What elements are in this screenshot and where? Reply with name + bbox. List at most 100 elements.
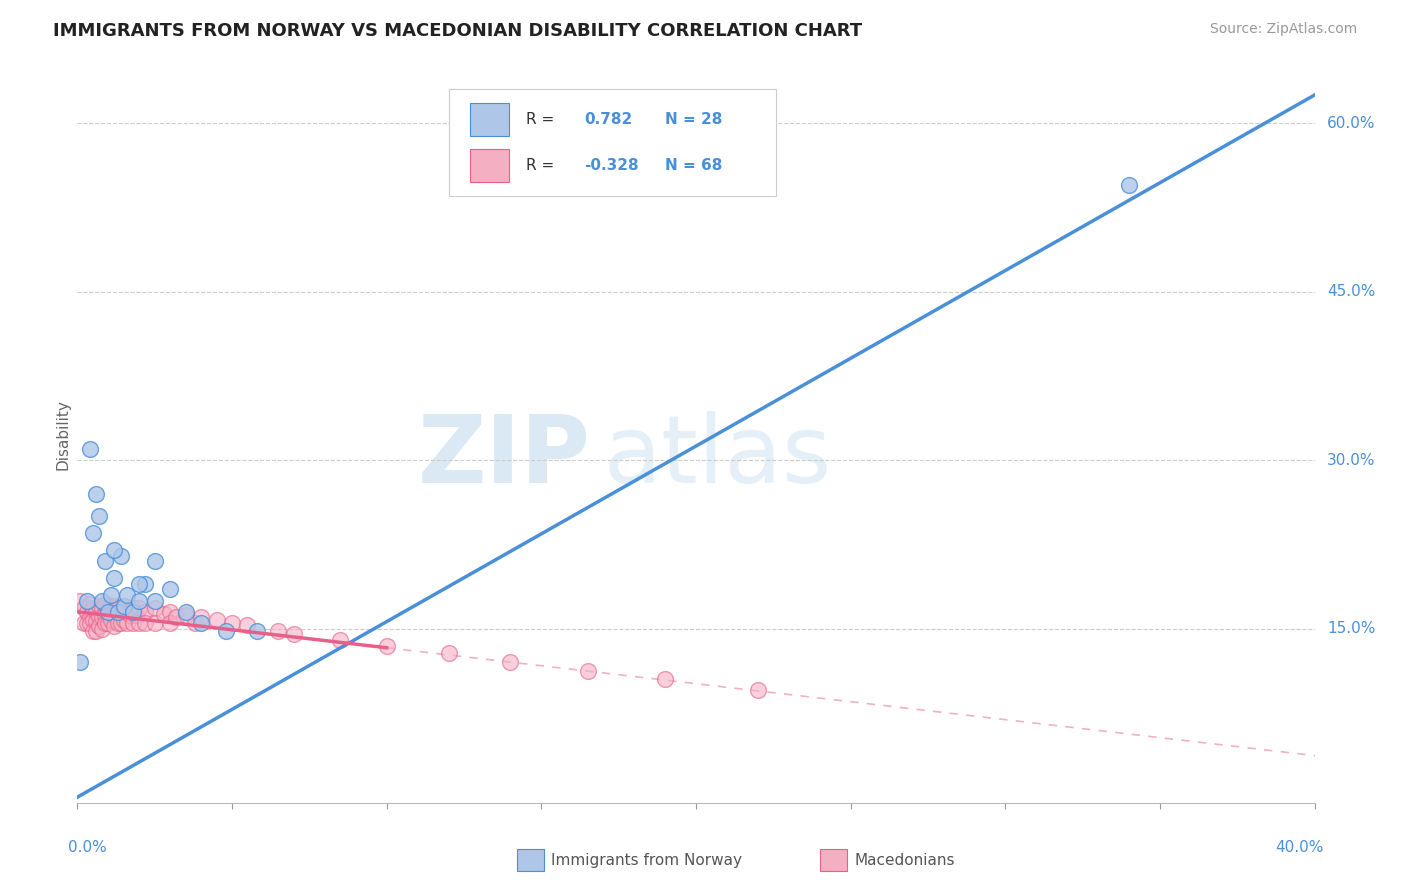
Point (375, 639, 398, 653)
Text: R =: R = (526, 112, 555, 127)
Text: -0.328: -0.328 (585, 158, 640, 173)
Text: R =: R = (526, 158, 555, 173)
Text: 15.0%: 15.0% (1327, 621, 1375, 636)
Point (122, 615, 145, 630)
Point (82, 601, 104, 615)
Text: atlas: atlas (603, 411, 831, 503)
Point (110, 605, 132, 619)
Point (87, 619, 110, 633)
Point (84, 614, 107, 628)
Point (499, 656, 522, 670)
Point (91, 593, 114, 607)
Point (79, 615, 101, 630)
Point (128, 593, 150, 607)
Point (115, 615, 138, 630)
Point (118, 608, 141, 623)
Point (143, 554, 166, 568)
Point (747, 683, 769, 698)
Text: 60.0%: 60.0% (1327, 116, 1375, 130)
Point (159, 605, 181, 619)
Point (87, 509, 110, 524)
Point (76, 605, 98, 619)
Point (79, 610, 101, 624)
Point (72, 601, 94, 615)
Point (82, 613, 104, 627)
Point (84, 624, 107, 638)
Point (267, 624, 290, 638)
Point (94, 608, 117, 623)
Point (97, 615, 120, 630)
Point (143, 615, 166, 630)
Point (97, 605, 120, 619)
Point (122, 601, 145, 615)
Point (128, 576, 150, 591)
Point (190, 615, 212, 630)
Point (87, 610, 110, 624)
Point (437, 646, 460, 660)
Point (103, 608, 125, 623)
Point (115, 605, 138, 619)
Point (215, 624, 238, 638)
Point (112, 601, 135, 615)
Bar (820, 849, 846, 871)
Point (329, 632, 352, 647)
Point (112, 599, 135, 614)
Point (79, 442, 101, 456)
Point (134, 576, 156, 591)
Point (143, 601, 166, 615)
Point (110, 549, 132, 563)
Point (94, 597, 117, 611)
Point (246, 624, 269, 638)
Point (174, 608, 197, 623)
Text: Immigrants from Norway: Immigrants from Norway (551, 853, 742, 868)
Point (82, 526, 104, 541)
Point (153, 607, 176, 621)
Point (103, 619, 125, 633)
Point (205, 613, 228, 627)
Point (91, 601, 114, 615)
Point (103, 543, 125, 558)
Point (128, 601, 150, 615)
Bar (516, 849, 544, 871)
Point (100, 599, 122, 614)
Point (100, 588, 122, 602)
Point (115, 588, 138, 602)
Point (84, 605, 107, 619)
Point (236, 618, 259, 632)
Y-axis label: Disability: Disability (55, 400, 70, 470)
Point (87, 599, 110, 614)
Point (84, 487, 107, 501)
Point (112, 613, 135, 627)
Text: N = 68: N = 68 (665, 158, 723, 173)
Point (174, 605, 197, 619)
Text: 0.782: 0.782 (585, 112, 633, 127)
Point (76, 593, 98, 607)
Text: ZIP: ZIP (418, 411, 591, 503)
Point (107, 601, 129, 615)
Text: 45.0%: 45.0% (1327, 285, 1375, 299)
Point (107, 615, 129, 630)
Point (82, 624, 104, 638)
Point (1118, 178, 1140, 192)
Point (72, 615, 94, 630)
Point (69, 593, 91, 607)
Point (91, 622, 114, 636)
Point (110, 615, 132, 630)
Bar (470, 103, 509, 136)
Point (190, 610, 212, 624)
Point (125, 608, 148, 623)
Point (128, 615, 150, 630)
Point (576, 665, 599, 679)
Point (143, 593, 166, 607)
FancyBboxPatch shape (449, 89, 776, 195)
Point (654, 672, 676, 686)
Point (221, 615, 243, 630)
Point (94, 615, 117, 630)
Text: N = 28: N = 28 (665, 112, 723, 127)
Bar (470, 149, 509, 182)
Point (100, 613, 122, 627)
Text: 30.0%: 30.0% (1327, 452, 1375, 467)
Point (79, 597, 101, 611)
Point (134, 605, 156, 619)
Text: 0.0%: 0.0% (67, 840, 107, 855)
